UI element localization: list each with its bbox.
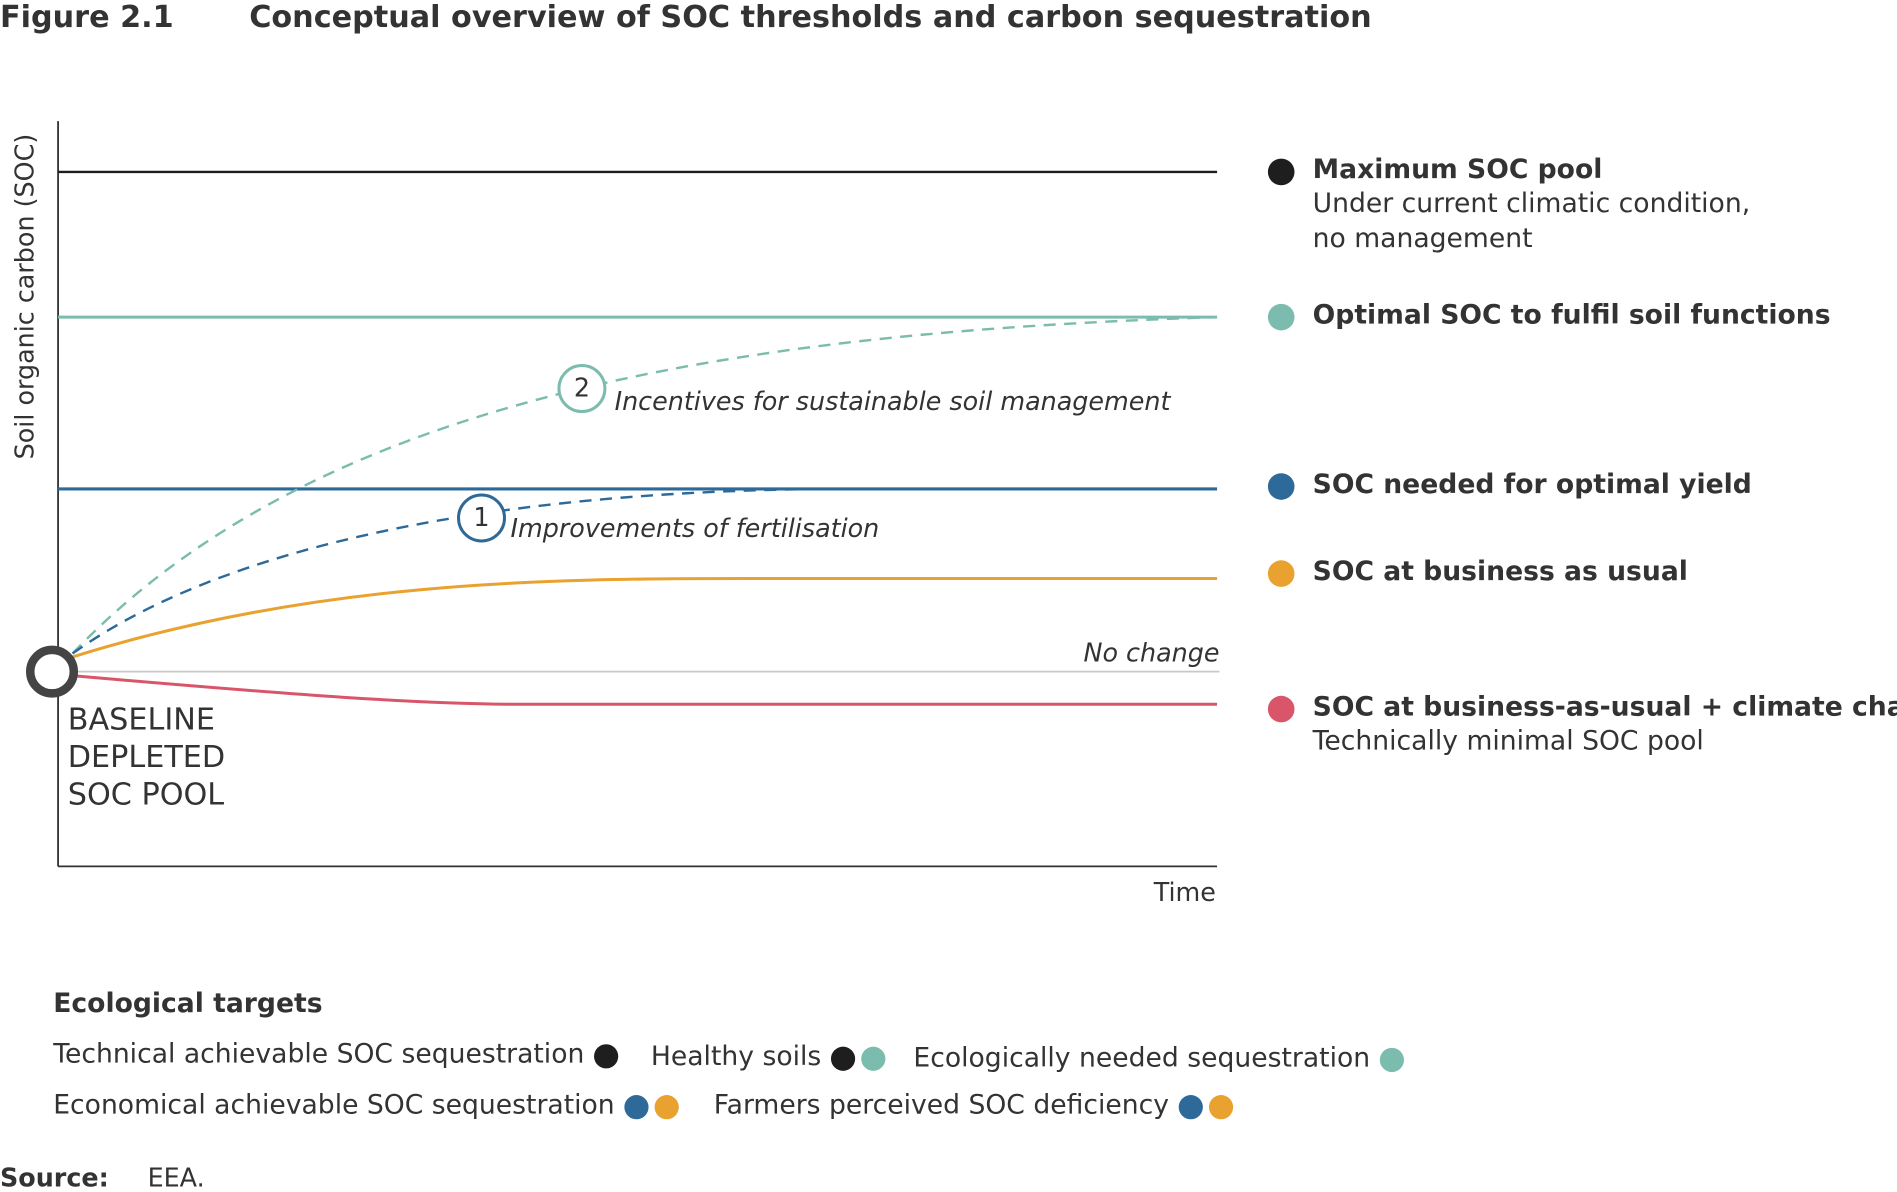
legend-dot xyxy=(1267,158,1295,186)
target-label: Farmers perceived SOC deficiency xyxy=(714,1089,1169,1120)
baseline-label: BASELINE xyxy=(68,703,215,738)
target-dot xyxy=(830,1046,856,1071)
target-label: Economical achievable SOC sequestration xyxy=(53,1089,614,1120)
legend-detail: Under current climatic condition, xyxy=(1313,188,1750,219)
legend-title: SOC at business-as-usual + climate chang… xyxy=(1313,691,1897,722)
baseline-marker xyxy=(26,645,79,698)
source-label: Source: xyxy=(0,1163,109,1192)
legend-detail: Technically minimal SOC pool xyxy=(1312,725,1704,756)
figure-label: Figure 2.1 xyxy=(0,0,174,35)
climate-curve xyxy=(53,672,1218,706)
legend-dot xyxy=(1267,695,1295,723)
target-dot xyxy=(1208,1095,1234,1120)
legend-dot xyxy=(1267,560,1295,587)
legend-title: SOC needed for optimal yield xyxy=(1313,469,1752,500)
path-2-number: 2 xyxy=(574,373,590,403)
baseline-label: SOC POOL xyxy=(68,778,225,813)
path-1-label: Improvements of fertilisation xyxy=(511,513,880,543)
path-2-label: Incentives for sustainable soil manageme… xyxy=(615,386,1172,416)
target-dot xyxy=(654,1095,679,1120)
x-axis-label: Time xyxy=(1153,877,1216,907)
legend-title: Optimal SOC to fulfil soil functions xyxy=(1313,299,1831,330)
target-dot xyxy=(1379,1047,1404,1073)
target-dot xyxy=(624,1095,649,1120)
figure-title: Conceptual overview of SOC thresholds an… xyxy=(249,0,1371,35)
target-label: Ecologically needed sequestration xyxy=(913,1042,1370,1073)
target-dot xyxy=(594,1044,619,1069)
path-2-curve xyxy=(71,315,1218,655)
path-1-number: 1 xyxy=(473,502,489,532)
target-dot xyxy=(1178,1095,1203,1120)
path-1-marker xyxy=(457,493,507,543)
source-text: EEA. xyxy=(148,1163,205,1192)
bau-curve xyxy=(52,576,1218,665)
no-change-label: No change xyxy=(1083,638,1219,668)
path-2-marker xyxy=(557,364,607,414)
target-dot xyxy=(861,1046,886,1071)
legend-dot xyxy=(1267,303,1295,331)
legend-title: SOC at business as usual xyxy=(1313,556,1688,587)
target-label: Technical achievable SOC sequestration xyxy=(52,1039,584,1070)
y-axis-label: Soil organic carbon (SOC) xyxy=(10,134,40,460)
legend-detail: no management xyxy=(1313,223,1533,254)
baseline-label: DEPLETED xyxy=(68,740,225,775)
legend-title: Maximum SOC pool xyxy=(1313,154,1603,185)
path-1-curve xyxy=(71,487,847,655)
targets-title: Ecological targets xyxy=(53,988,322,1019)
legend-dot xyxy=(1267,473,1295,500)
target-label: Healthy soils xyxy=(651,1041,821,1072)
